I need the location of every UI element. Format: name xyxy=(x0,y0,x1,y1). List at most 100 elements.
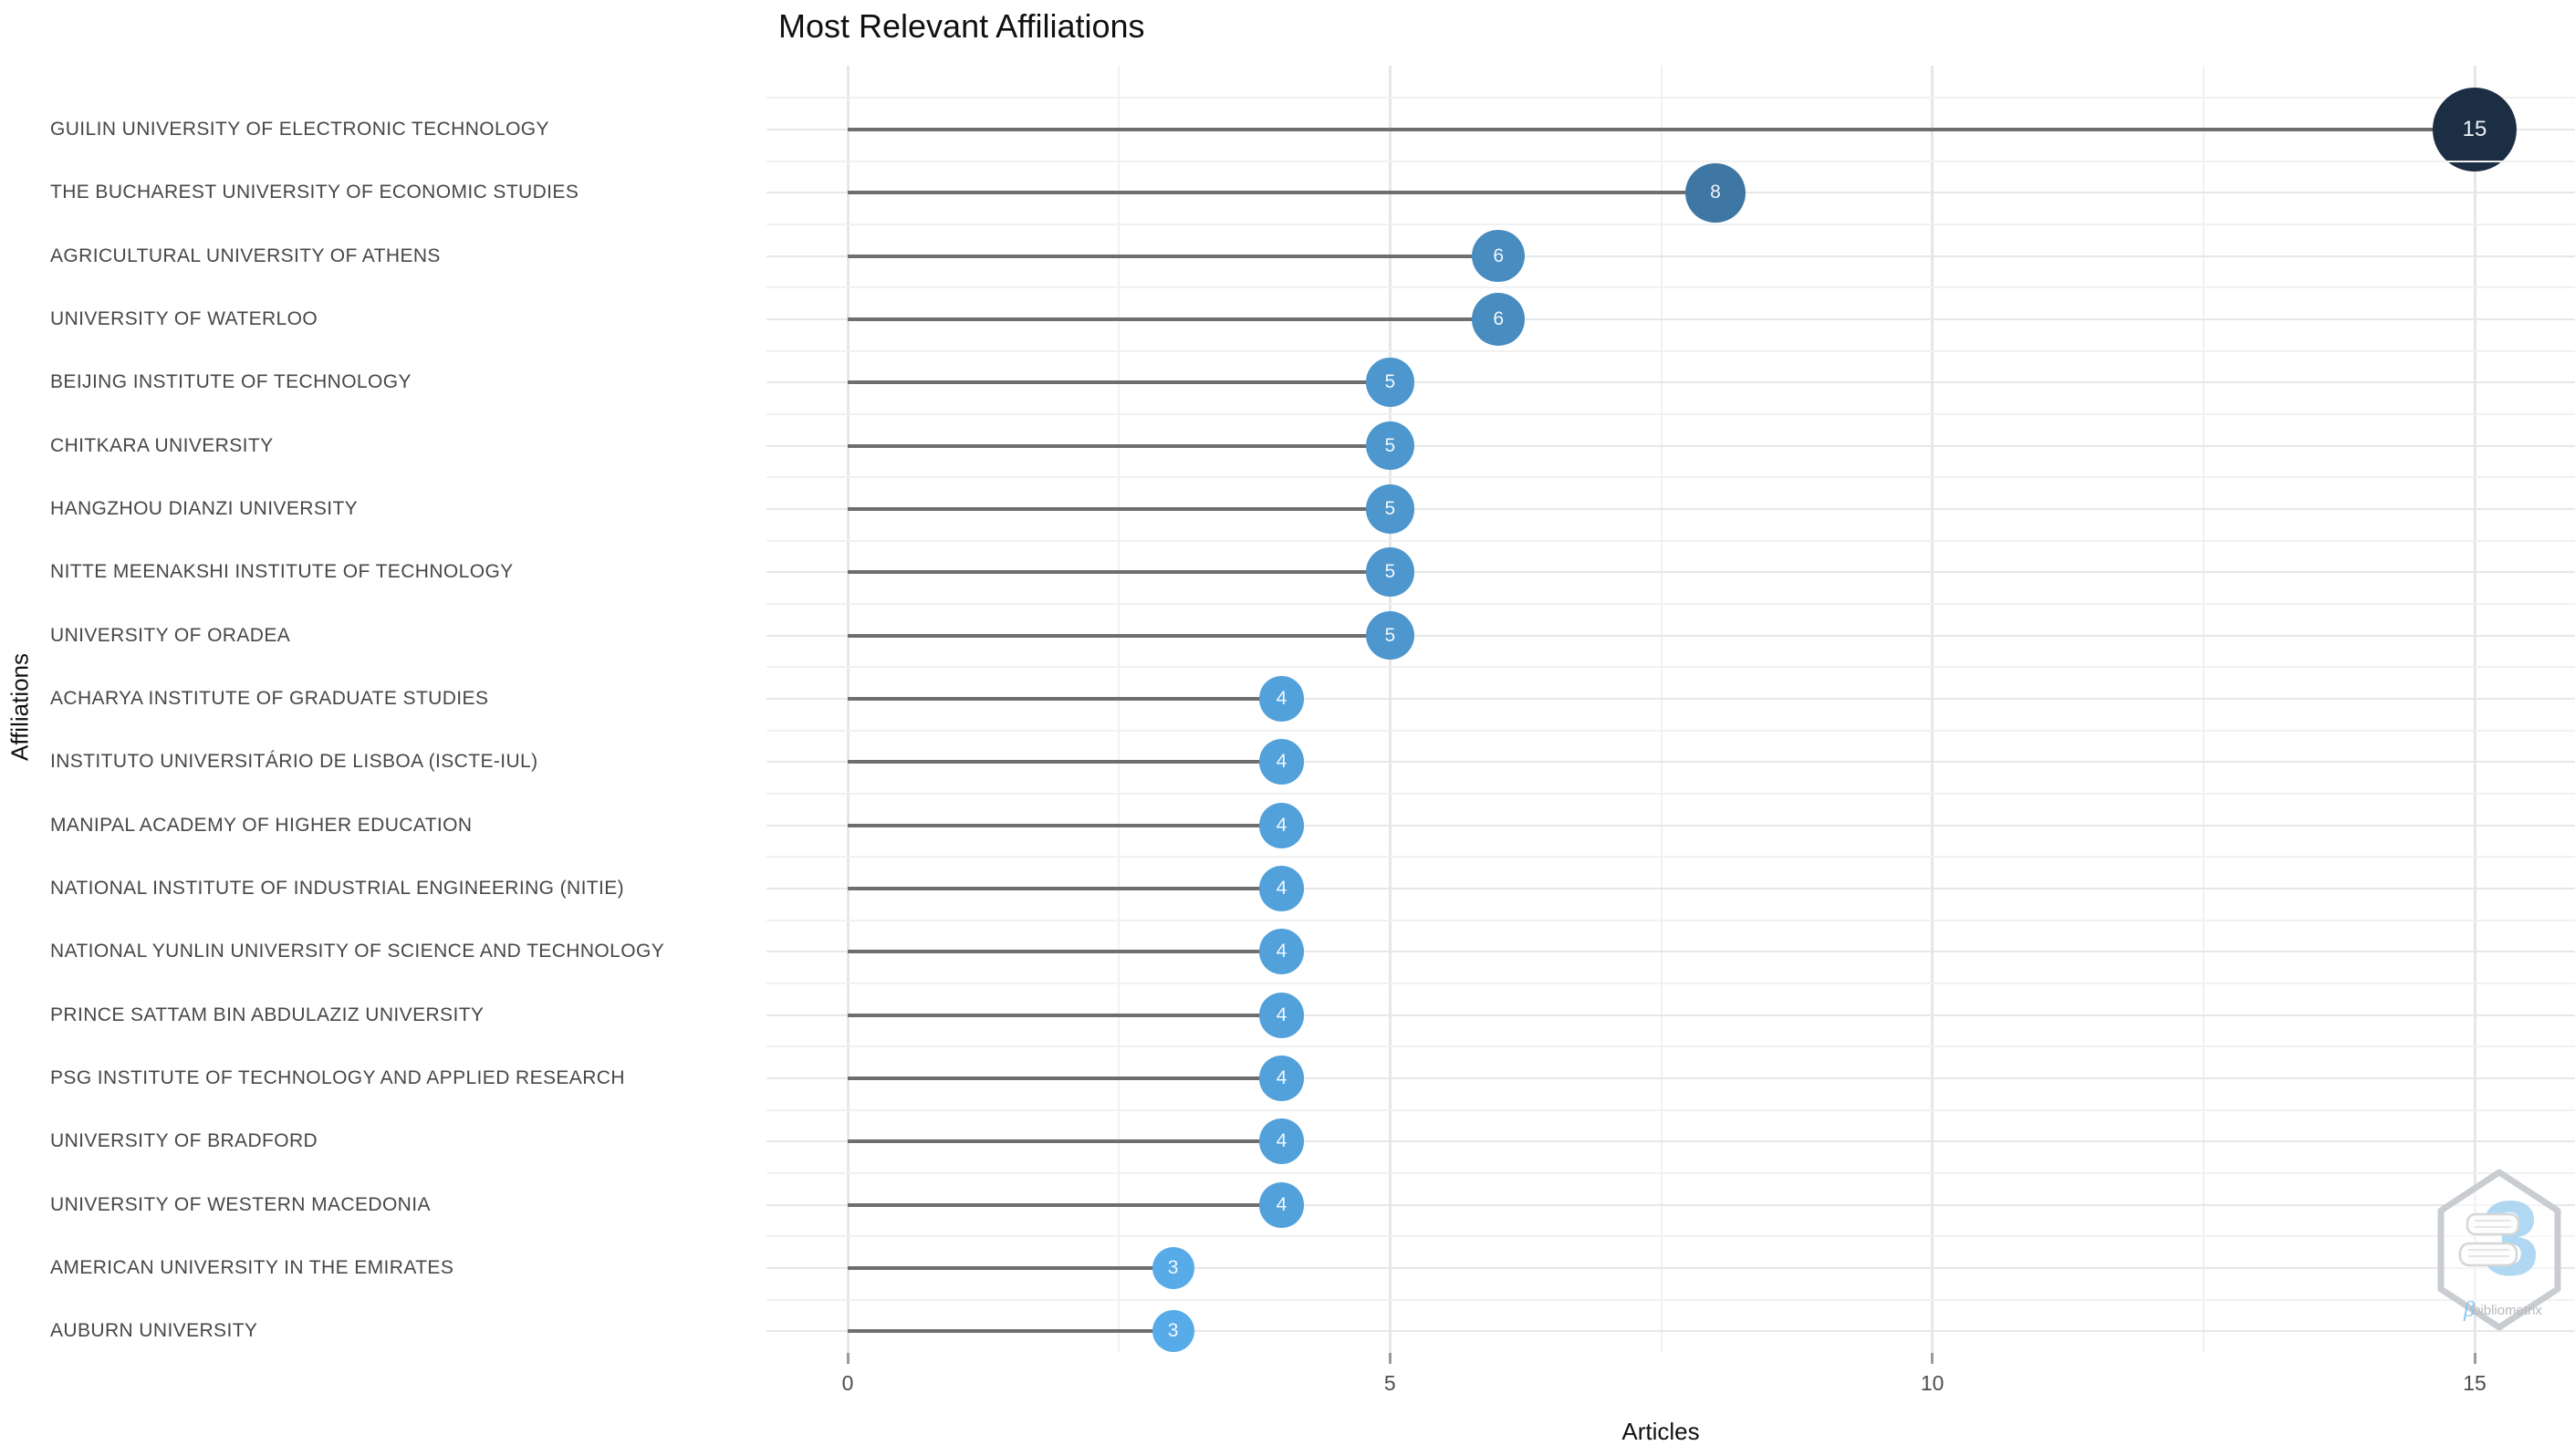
lollipop-stem xyxy=(848,570,1391,575)
x-minor-gridline-12.5 xyxy=(2202,66,2205,1353)
point-value-label: 5 xyxy=(1384,371,1396,393)
x-major-gridline-5 xyxy=(1388,66,1392,1353)
lollipop-stem xyxy=(848,823,1282,827)
watermark-book-icon xyxy=(2458,1212,2520,1267)
point-value-label: 6 xyxy=(1493,307,1505,329)
lollipop-stem xyxy=(848,506,1391,511)
point-value-label: 4 xyxy=(1276,1066,1288,1088)
point-value-label: 4 xyxy=(1276,687,1288,709)
lollipop-point: 3 xyxy=(1152,1246,1194,1289)
y-minor-gridline xyxy=(766,412,2575,415)
point-value-label: 3 xyxy=(1167,1320,1179,1342)
x-axis-title: Articles xyxy=(1621,1418,1700,1445)
x-major-gridline-10 xyxy=(1931,66,1934,1353)
y-minor-gridline xyxy=(766,1171,2575,1174)
lollipop-stem xyxy=(848,633,1391,638)
point-value-label: 4 xyxy=(1276,877,1288,899)
lollipop-stem xyxy=(848,1076,1282,1080)
affiliation-label: HANGZHOU DIANZI UNIVERSITY xyxy=(50,497,359,519)
affiliation-label: AUBURN UNIVERSITY xyxy=(50,1320,258,1342)
lollipop-stem xyxy=(848,380,1391,385)
x-axis-tick-label-5: 5 xyxy=(1383,1371,1396,1395)
lollipop-point: 5 xyxy=(1365,358,1415,408)
affiliation-label: NATIONAL YUNLIN UNIVERSITY OF SCIENCE AN… xyxy=(50,941,665,962)
x-minor-gridline-7.5 xyxy=(1660,66,1663,1353)
lollipop-point: 4 xyxy=(1258,992,1305,1038)
lollipop-stem xyxy=(848,760,1282,764)
x-major-gridline-15 xyxy=(2473,66,2476,1353)
point-value-label: 15 xyxy=(2462,117,2487,141)
affiliation-label: NATIONAL INSTITUTE OF INDUSTRIAL ENGINEE… xyxy=(50,877,625,899)
y-minor-gridline xyxy=(766,856,2575,858)
affiliation-label: ACHARYA INSTITUTE OF GRADUATE STUDIES xyxy=(50,687,489,709)
lollipop-stem xyxy=(848,191,1715,195)
x-axis-tick-label-0: 0 xyxy=(841,1371,854,1395)
lollipop-stem xyxy=(848,1013,1282,1017)
affiliation-label: INSTITUTO UNIVERSITÁRIO DE LISBOA (ISCTE… xyxy=(50,751,538,773)
y-minor-gridline xyxy=(766,97,2575,99)
lollipop-stem xyxy=(848,443,1391,448)
lollipop-point: 3 xyxy=(1152,1310,1194,1353)
lollipop-stem xyxy=(848,254,1499,258)
y-major-gridline xyxy=(766,1330,2575,1333)
affiliation-label: UNIVERSITY OF ORADEA xyxy=(50,624,291,646)
lollipop-point: 15 xyxy=(2433,88,2517,172)
y-major-gridline xyxy=(766,381,2575,384)
y-minor-gridline xyxy=(766,160,2575,162)
point-value-label: 4 xyxy=(1276,1004,1288,1025)
y-minor-gridline xyxy=(766,1045,2575,1048)
point-value-label: 5 xyxy=(1384,497,1396,519)
affiliation-label: UNIVERSITY OF WESTERN MACEDONIA xyxy=(50,1193,431,1215)
x-axis-tick-15 xyxy=(2473,1353,2476,1364)
lollipop-point: 5 xyxy=(1365,547,1415,598)
y-minor-gridline xyxy=(766,982,2575,984)
y-major-gridline xyxy=(766,887,2575,889)
y-major-gridline xyxy=(766,824,2575,827)
lollipop-point: 6 xyxy=(1472,229,1525,283)
point-value-label: 5 xyxy=(1384,434,1396,456)
affiliation-label: GUILIN UNIVERSITY OF ELECTRONIC TECHNOLO… xyxy=(50,119,549,140)
y-minor-gridline xyxy=(766,1298,2575,1301)
point-value-label: 4 xyxy=(1276,751,1288,773)
affiliation-label: UNIVERSITY OF WATERLOO xyxy=(50,307,318,329)
y-minor-gridline xyxy=(766,286,2575,289)
watermark-b-glyph: β xyxy=(2463,1298,2475,1322)
lollipop-point: 4 xyxy=(1258,1056,1305,1101)
affiliation-label: PRINCE SATTAM BIN ABDULAZIZ UNIVERSITY xyxy=(50,1004,485,1025)
watermark-glyph-3: 3 xyxy=(2481,1179,2540,1297)
point-value-label: 3 xyxy=(1167,1256,1179,1278)
point-value-label: 5 xyxy=(1384,624,1396,646)
y-minor-gridline xyxy=(766,729,2575,732)
affiliation-label: MANIPAL ACADEMY OF HIGHER EDUCATION xyxy=(50,814,473,836)
x-minor-gridline-2.5 xyxy=(1118,66,1121,1353)
point-value-label: 6 xyxy=(1493,244,1505,266)
affiliation-label: THE BUCHAREST UNIVERSITY OF ECONOMIC STU… xyxy=(50,182,579,203)
point-value-label: 4 xyxy=(1276,1193,1288,1215)
lollipop-stem xyxy=(848,950,1282,954)
lollipop-point: 4 xyxy=(1258,866,1305,911)
point-value-label: 8 xyxy=(1710,182,1721,203)
lollipop-stem xyxy=(848,886,1282,890)
y-major-gridline xyxy=(766,1014,2575,1016)
lollipop-stem xyxy=(848,317,1499,321)
point-value-label: 4 xyxy=(1276,1130,1288,1152)
point-value-label: 4 xyxy=(1276,941,1288,962)
chart-title: Most Relevant Affiliations xyxy=(778,7,1145,45)
x-axis-tick-0 xyxy=(846,1353,850,1364)
lollipop-stem xyxy=(848,1265,1173,1270)
x-axis-tick-10 xyxy=(1931,1353,1934,1364)
affiliation-label: NITTE MEENAKSHI INSTITUTE OF TECHNOLOGY xyxy=(50,561,514,583)
lollipop-point: 8 xyxy=(1685,162,1746,223)
lollipop-stem xyxy=(848,1202,1282,1207)
lollipop-point: 4 xyxy=(1258,1181,1305,1228)
y-major-gridline xyxy=(766,697,2575,700)
y-minor-gridline xyxy=(766,349,2575,352)
y-minor-gridline xyxy=(766,539,2575,542)
affiliation-label: UNIVERSITY OF BRADFORD xyxy=(50,1130,318,1152)
y-major-gridline xyxy=(766,951,2575,953)
y-major-gridline xyxy=(766,1203,2575,1206)
y-minor-gridline xyxy=(766,919,2575,921)
affiliation-label: BEIJING INSTITUTE OF TECHNOLOGY xyxy=(50,371,412,393)
